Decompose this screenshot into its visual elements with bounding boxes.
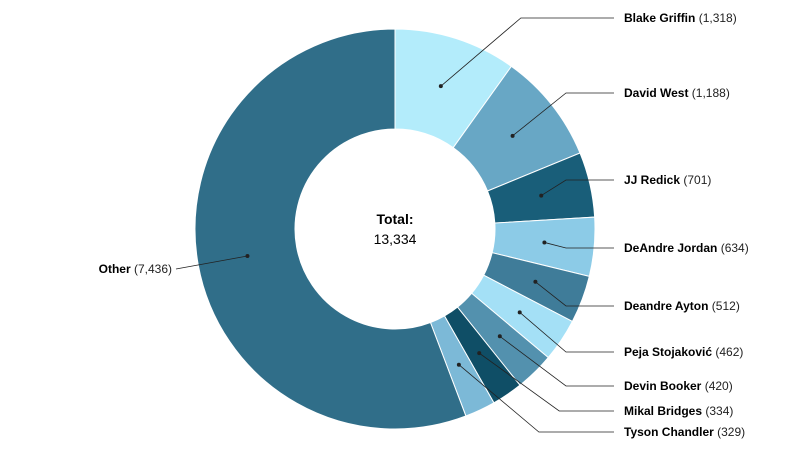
slice-label-blake-griffin: Blake Griffin (1,318) [624, 11, 737, 25]
slices-group [194, 28, 596, 430]
slice-label-value: (334) [702, 404, 733, 418]
slice-label-value: (329) [714, 425, 745, 439]
leader-line [458, 364, 614, 433]
total-value: 13,334 [374, 231, 417, 247]
slice-label-value: (420) [701, 379, 732, 393]
leader-line [512, 92, 614, 137]
slice-label-peja-stojakovic: Peja Stojaković (462) [624, 345, 743, 359]
slice-label-deandre-ayton: Deandre Ayton (512) [624, 299, 740, 313]
total-title: Total: [376, 211, 413, 227]
slice-label-jj-redick: JJ Redick (701) [624, 173, 711, 187]
slice-label-name: Peja Stojaković [624, 345, 712, 359]
slice-label-david-west: David West (1,188) [624, 86, 730, 100]
slice-label-value: (1,188) [688, 86, 729, 100]
slice-label-value: (1,318) [695, 11, 736, 25]
leader-line [440, 17, 614, 87]
slice-label-name: David West [624, 86, 688, 100]
slice-other[interactable] [194, 28, 467, 430]
slice-label-value: (634) [717, 241, 748, 255]
slice-label-name: Devin Booker [624, 379, 702, 393]
leader-line [499, 335, 614, 387]
slice-label-name: Deandre Ayton [624, 299, 708, 313]
slice-label-value: (512) [708, 299, 739, 313]
leader-line [541, 179, 614, 196]
slice-label-name: DeAndre Jordan [624, 241, 717, 255]
slice-label-other: Other (7,436) [99, 262, 172, 276]
leader-line [478, 352, 614, 412]
slice-label-name: Tyson Chandler [624, 425, 714, 439]
slice-label-name: Mikal Bridges [624, 404, 702, 418]
slice-label-value: (462) [712, 345, 743, 359]
slice-label-name: Blake Griffin [624, 11, 695, 25]
slice-label-value: (7,436) [131, 262, 172, 276]
leader-line [535, 281, 614, 307]
slice-label-tyson-chandler: Tyson Chandler (329) [624, 425, 745, 439]
slice-label-deandre-jordan: DeAndre Jordan (634) [624, 241, 749, 255]
leader-line [519, 312, 614, 353]
slice-label-name: JJ Redick [624, 173, 680, 187]
slice-label-mikal-bridges: Mikal Bridges (334) [624, 404, 733, 418]
leader-line [175, 255, 248, 270]
slice-label-value: (701) [680, 173, 711, 187]
labels-group: Blake Griffin (1,318) David West (1,188) J… [99, 11, 749, 439]
leader-line [544, 242, 614, 249]
slice-label-name: Other [99, 262, 131, 276]
leader-lines-group [175, 17, 614, 433]
slice-label-devin-booker: Devin Booker (420) [624, 379, 733, 393]
